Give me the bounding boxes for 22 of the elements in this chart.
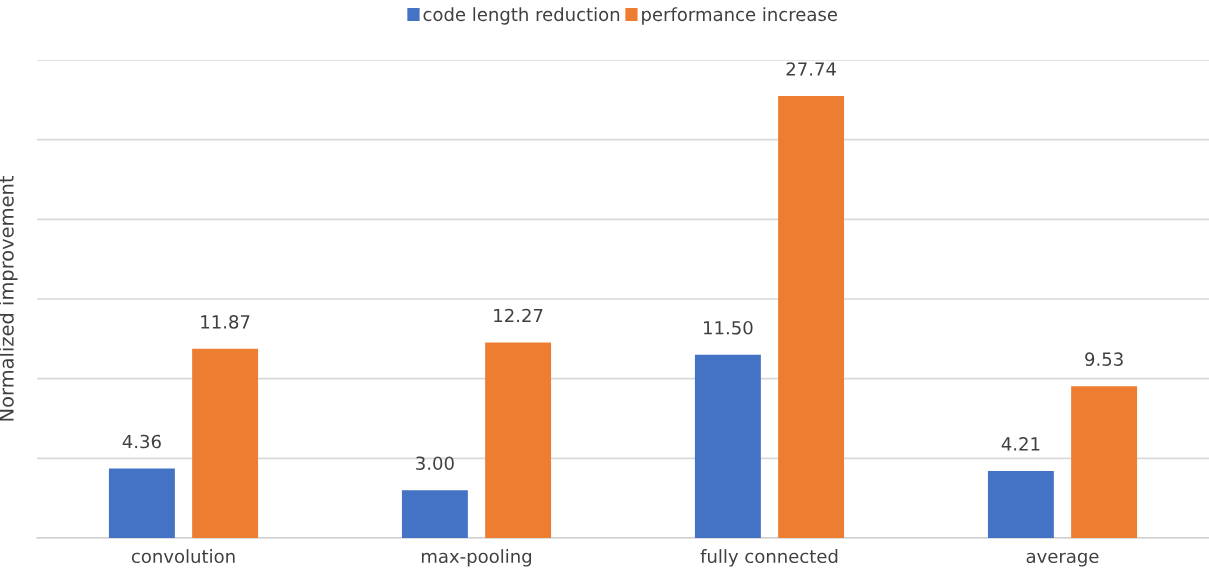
bar [1071, 386, 1138, 538]
x-tick-label: fully connected [700, 549, 838, 567]
bar [778, 96, 845, 538]
data-label: 12.27 [494, 308, 543, 323]
bar [108, 468, 175, 538]
legend-label: code length reduction [423, 7, 620, 25]
data-label: 9.53 [1085, 352, 1123, 366]
data-label: 4.36 [122, 434, 161, 449]
bar [401, 490, 468, 538]
x-tick-label: max-pooling [421, 549, 532, 567]
data-label: 27.74 [786, 62, 836, 76]
bar [987, 470, 1054, 538]
legend-label: performance increase [642, 7, 837, 25]
x-tick-label: convolution [131, 549, 235, 564]
data-label: 11.50 [704, 320, 753, 335]
bar [192, 348, 259, 538]
x-tick-label: average [1026, 552, 1099, 567]
data-label: 4.21 [1001, 437, 1040, 451]
data-label: 11.87 [201, 315, 250, 329]
bar [694, 354, 761, 538]
data-label: 3.00 [416, 456, 454, 471]
bar [485, 342, 552, 538]
